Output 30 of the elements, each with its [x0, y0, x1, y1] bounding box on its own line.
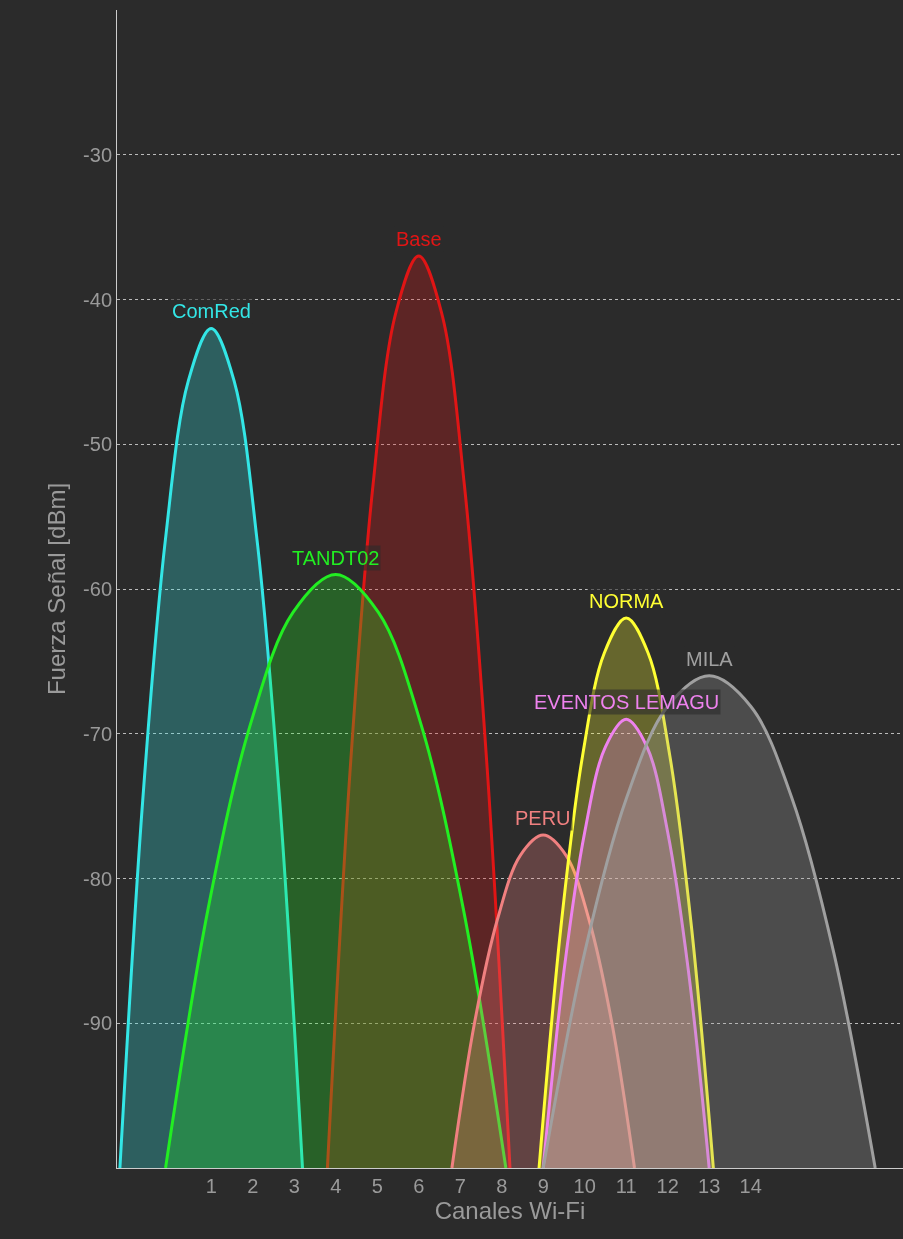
x-tick-label: 8: [496, 1175, 508, 1197]
x-tick-label: 9: [537, 1175, 549, 1197]
x-tick-label: 11: [615, 1175, 637, 1197]
x-tick-label: 5: [371, 1175, 383, 1197]
x-tick-label: 7: [454, 1175, 466, 1197]
x-tick-label: 14: [739, 1175, 762, 1197]
x-tick-label: 3: [288, 1175, 300, 1197]
x-tick-label: 10: [573, 1175, 596, 1197]
x-tick-label: 4: [330, 1175, 342, 1197]
x-tick-label: 1: [205, 1175, 217, 1197]
series-label: TANDT02: [292, 547, 380, 569]
series-label: NORMA: [589, 590, 665, 612]
series-label: Base: [396, 228, 442, 250]
series-label: PERU: [515, 807, 571, 829]
series-label: MILA: [686, 648, 734, 670]
y-tick-label: -40: [83, 288, 112, 311]
series-label: EVENTOS LEMAGU: [534, 691, 720, 713]
y-tick-label: -60: [83, 578, 112, 600]
x-tick-label: 6: [413, 1175, 425, 1197]
y-tick-label: -50: [83, 433, 112, 456]
y-axis-title: Fuerza Señal [dBm]: [43, 482, 71, 696]
y-tick-label: -90: [83, 1012, 112, 1035]
y-tick-label: -30: [83, 143, 112, 166]
x-tick-label: 13: [698, 1175, 721, 1197]
y-tick-label: -80: [83, 867, 112, 890]
x-axis-title: Canales Wi-Fi: [434, 1197, 586, 1224]
y-tick-label: -70: [83, 722, 112, 745]
x-tick-label: 12: [656, 1175, 679, 1197]
series-label: ComRed: [172, 300, 251, 322]
x-tick-label: 2: [247, 1175, 259, 1197]
